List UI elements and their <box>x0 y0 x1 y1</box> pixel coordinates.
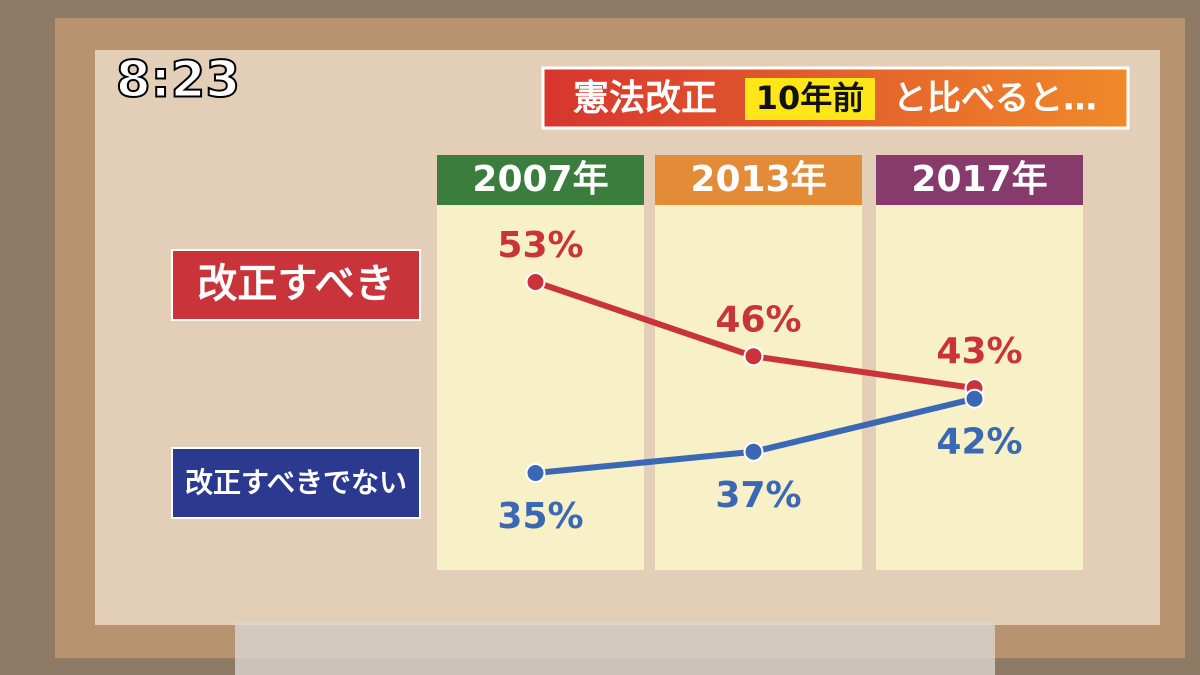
data-point <box>964 388 985 409</box>
stand <box>235 622 995 675</box>
category-label: 2007年 <box>472 159 608 200</box>
clock: 8:23 <box>116 51 240 109</box>
category-label: 2013年 <box>690 159 826 200</box>
title-highlight-box <box>745 78 875 120</box>
column-header <box>437 155 644 205</box>
value-label: 53% <box>497 225 583 266</box>
column-body <box>655 205 862 570</box>
value-label: 43% <box>936 331 1022 372</box>
title-part: と比べると… <box>893 79 1097 119</box>
data-point <box>525 463 546 483</box>
legend-label: 改正すべきでない <box>185 466 407 499</box>
legend-box <box>171 447 421 519</box>
column-header <box>876 155 1083 205</box>
data-point <box>743 441 764 462</box>
legend-box <box>171 249 421 321</box>
value-label: 37% <box>715 475 801 516</box>
column-body <box>437 205 644 570</box>
legend-label: 改正すべき <box>197 261 394 307</box>
title-highlight: 10年前 <box>756 79 865 117</box>
value-label: 35% <box>497 496 583 537</box>
data-point <box>743 346 764 367</box>
value-label: 42% <box>936 422 1022 463</box>
value-label: 46% <box>715 299 801 340</box>
data-point <box>525 272 546 292</box>
category-label: 2017年 <box>911 159 1047 200</box>
title-part: 憲法改正 <box>573 78 717 119</box>
column-header <box>655 155 862 205</box>
